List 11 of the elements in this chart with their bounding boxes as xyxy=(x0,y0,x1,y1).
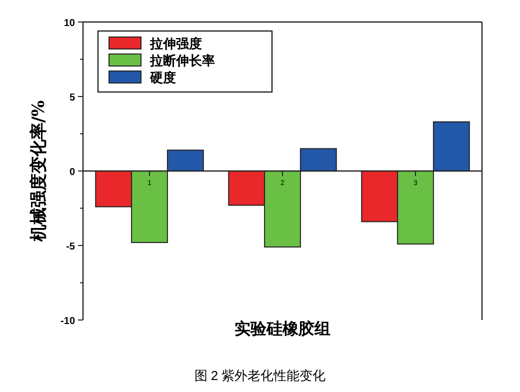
legend-label: 拉伸强度 xyxy=(149,36,202,52)
y-tick-label: 5 xyxy=(69,92,76,104)
x-axis-title: 实验硅橡胶组 xyxy=(234,319,330,338)
legend-label: 硬度 xyxy=(149,70,176,86)
y-axis-title: 机械强度变化率/% xyxy=(29,100,49,243)
y-tick-label: -10 xyxy=(60,316,76,327)
caption: 图 2 紫外老化性能变化 xyxy=(194,368,326,383)
y-tick-label: -5 xyxy=(66,242,76,252)
y-tick-label: 0 xyxy=(69,167,76,178)
y-tick-label: 10 xyxy=(64,18,76,29)
legend-label: 拉断伸长率 xyxy=(149,53,215,69)
